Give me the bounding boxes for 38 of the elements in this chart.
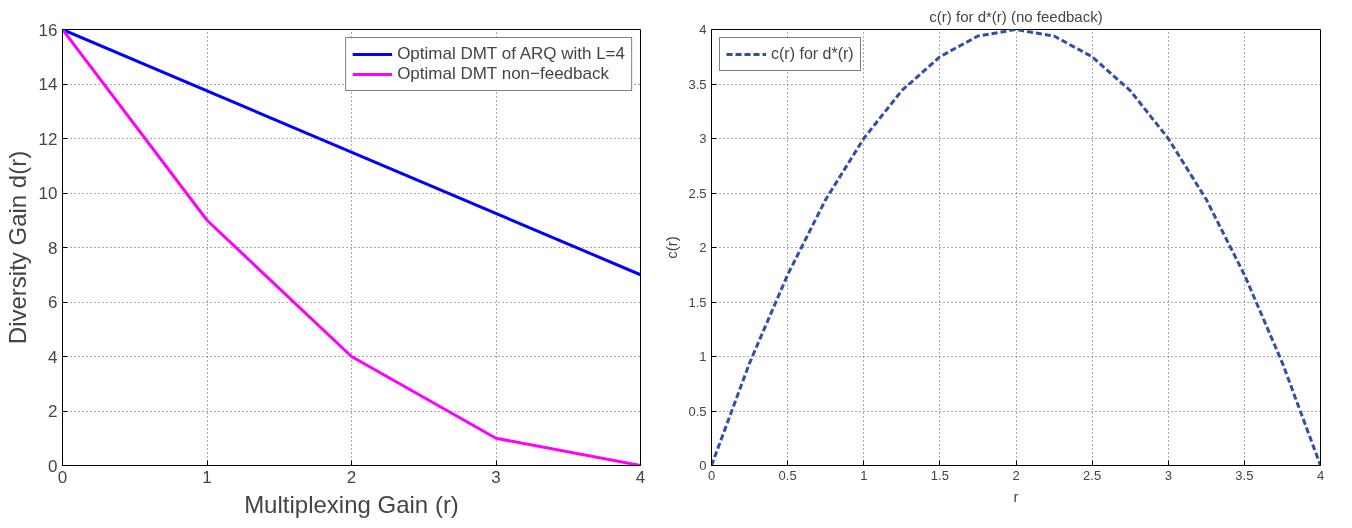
- x-tick-label: 3: [491, 467, 501, 487]
- legend-label: Optimal DMT non−feedback: [397, 64, 609, 84]
- line-series: [62, 29, 641, 466]
- y-tick-label: 0.5: [688, 403, 707, 419]
- y-tick-label: 12: [38, 129, 58, 149]
- y-tick-label: 6: [48, 293, 58, 312]
- x-tick-label: 3: [1164, 467, 1172, 483]
- y-tick-label: 4: [699, 22, 707, 37]
- y-tick-label: 1.5: [688, 294, 707, 310]
- chart-title: c(r) for d*(r) (no feedback): [929, 7, 1103, 25]
- x-axis-title: r: [1013, 487, 1019, 505]
- y-tick-label: 3: [699, 131, 707, 146]
- x-axis-title: Multiplexing Gain (r): [244, 490, 459, 518]
- y-axis-title: c(r): [663, 236, 681, 259]
- x-tick-label: 3.5: [1235, 467, 1254, 483]
- y-tick-label: 8: [48, 238, 58, 258]
- y-tick-label: 2: [48, 402, 58, 421]
- y-tick-label: 10: [38, 184, 58, 203]
- line-series: [711, 29, 1321, 466]
- x-tick-label: 2.5: [1083, 467, 1102, 483]
- y-tick-label: 4: [48, 347, 58, 367]
- y-tick-label: 16: [38, 20, 58, 40]
- x-tick-label: 0.5: [778, 467, 797, 483]
- y-tick-label: 2.5: [688, 185, 707, 201]
- y-tick-label: 14: [38, 75, 58, 94]
- x-tick-label: 1.5: [930, 467, 949, 483]
- y-tick-label: 3.5: [688, 76, 707, 92]
- x-tick-label: 4: [1316, 467, 1325, 483]
- x-tick-label: 1: [202, 467, 212, 487]
- legend-label: c(r) for d*(r): [771, 45, 854, 63]
- x-tick-label: 2: [346, 467, 357, 487]
- y-tick-label: 1: [699, 349, 707, 364]
- x-tick-label: 4: [635, 467, 646, 487]
- legend-label: Optimal DMT of ARQ with L=4: [397, 44, 625, 64]
- x-tick-label: 1: [860, 467, 868, 483]
- x-tick-label: 2: [1012, 467, 1020, 483]
- y-axis-title: Diversity Gain d(r): [3, 150, 31, 345]
- y-tick-label: 2: [699, 240, 707, 255]
